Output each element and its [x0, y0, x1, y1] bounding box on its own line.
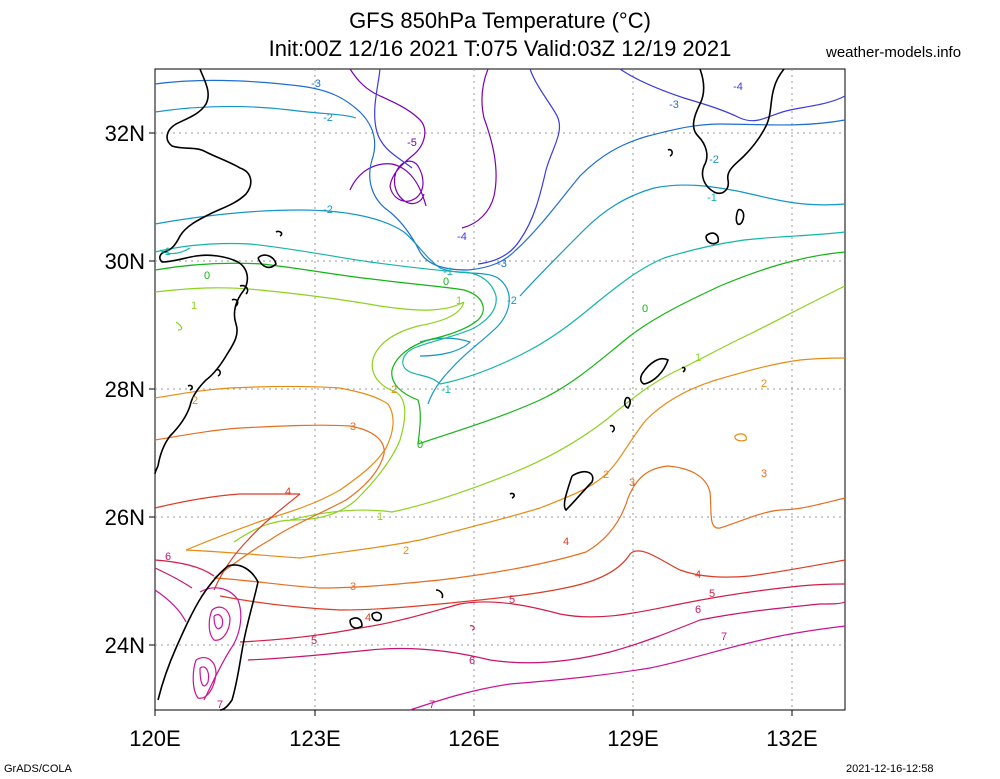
contour-label-m2-a: -2	[323, 112, 333, 124]
contour-label-1-a: 1	[191, 300, 197, 312]
contour-3	[154, 424, 846, 589]
contour-label-1-c: 1	[377, 511, 383, 523]
lon-tick-label-120e: 120E	[129, 726, 180, 751]
contour-0	[154, 251, 846, 445]
contour-label-5-b: 5	[509, 594, 515, 606]
contour-label-1-d: 1	[695, 352, 701, 364]
contour-label-m3-a: -3	[311, 78, 321, 90]
contour-label-4-a: 4	[285, 486, 291, 498]
grid-lines	[155, 69, 845, 710]
contour-label-m2-d: -2	[709, 154, 719, 166]
coastlines	[154, 68, 785, 711]
contour--3	[154, 79, 846, 271]
lat-tick-label-32n: 32N	[105, 121, 145, 146]
contour-4	[154, 493, 846, 611]
footer-software-label: GrADS/COLA	[4, 763, 72, 775]
contour--2	[154, 105, 846, 405]
contour-6	[154, 567, 846, 664]
coastline-kyushu	[692, 68, 785, 195]
contour-label-6-a: 6	[165, 551, 171, 563]
contour-label-4-b: 4	[563, 536, 569, 548]
contour-label-2-b: 2	[391, 384, 397, 396]
contour-label-m1-a: -1	[161, 246, 171, 258]
coastline-japan-islands	[667, 148, 745, 245]
contour-label-0-c: 0	[417, 439, 423, 451]
contour-label-m5: -5	[407, 137, 417, 149]
contour-label-1-b: 1	[456, 295, 462, 307]
contour-label-m3-b: -3	[497, 258, 507, 270]
contour-label-2-e: 2	[761, 378, 767, 390]
contour-labels: -5 -4 -4 -3 -3 -3 -2 -2 -2 -2 -1 -1 -1 -…	[161, 78, 767, 711]
contour-label-2-c: 2	[403, 545, 409, 557]
lat-tick-label-28n: 28N	[105, 377, 145, 402]
coastline-taiwan	[157, 564, 259, 711]
footer-timestamp: 2021-12-16-12:58	[846, 763, 934, 775]
coastline-china	[154, 68, 252, 475]
contour-1	[154, 285, 846, 543]
contour-label-m1-c: -1	[441, 384, 451, 396]
contour-label-4-c: 4	[695, 569, 701, 581]
credit-label: weather-models.info	[826, 44, 962, 61]
contour-7	[154, 589, 846, 711]
contour-label-3-d: 3	[761, 468, 767, 480]
coastline-ryukyu-amami	[639, 358, 686, 385]
contour-label-3-b: 3	[350, 581, 356, 593]
contour-label-m1-d: -1	[707, 192, 717, 204]
contour-label-0-d: 0	[642, 303, 648, 315]
contour-label-m4-a: -4	[457, 231, 467, 243]
contour--5	[349, 68, 497, 229]
lat-tick-label-26n: 26N	[105, 505, 145, 530]
contour-label-5-a: 5	[311, 635, 317, 647]
contour-label-3-c: 3	[629, 477, 635, 489]
contour-label-4-d: 4	[365, 612, 371, 624]
contour-label-3-a: 3	[350, 421, 356, 433]
contour-2	[154, 357, 846, 559]
contour--1	[154, 231, 846, 385]
lon-tick-label-123e: 123E	[289, 726, 340, 751]
tick-marks	[149, 132, 793, 716]
contour-label-m2-b: -2	[323, 204, 333, 216]
lat-tick-label-24n: 24N	[105, 633, 145, 658]
contour-label-0-a: 0	[204, 270, 210, 282]
lon-tick-label-126e: 126E	[448, 726, 499, 751]
contour-label-m2-c: -2	[507, 295, 517, 307]
contour-label-5-c: 5	[709, 588, 715, 600]
contour-label-m4-b: -4	[733, 81, 743, 93]
lon-tick-label-132e: 132E	[766, 726, 817, 751]
contour-label-2-a: 2	[192, 395, 198, 407]
contour-label-6-b: 6	[469, 655, 475, 667]
contour-label-2-d: 2	[603, 469, 609, 481]
contour-label-6-c: 6	[695, 604, 701, 616]
coastline-ryukyu-okinawa	[563, 396, 631, 512]
lon-tick-label-129e: 129E	[607, 726, 658, 751]
coastline-sakishima	[349, 492, 515, 629]
coastline-zhoushan-islands	[187, 230, 283, 391]
lat-tick-label-30n: 30N	[105, 249, 145, 274]
contour-label-0-b: 0	[443, 276, 449, 288]
contour-label-7-c: 7	[217, 699, 223, 711]
contour--4	[374, 68, 846, 265]
contour-label-7-b: 7	[429, 699, 435, 711]
chart-title-line-2: Init:00Z 12/16 2021 T:075 Valid:03Z 12/1…	[268, 36, 732, 61]
contour-taiwan-cluster	[192, 587, 242, 701]
contour-label-m1-b: -1	[443, 266, 453, 278]
contour-5	[154, 559, 846, 643]
contour-label-7-a: 7	[721, 631, 727, 643]
chart-title-line-1: GFS 850hPa Temperature (°C)	[349, 8, 651, 33]
contour-label-m3-c: -3	[669, 99, 679, 111]
